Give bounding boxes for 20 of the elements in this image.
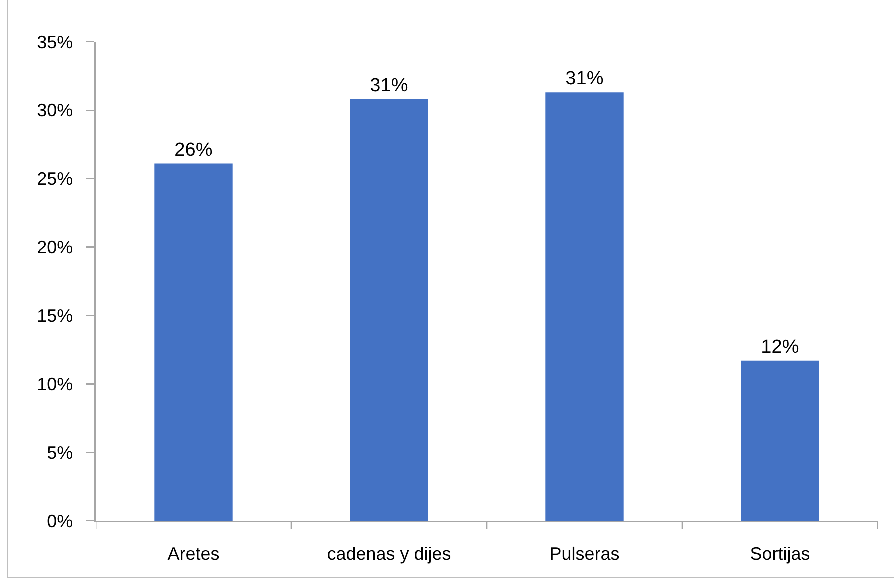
y-tick-label: 10% [37, 374, 74, 394]
y-tick-label: 35% [37, 32, 74, 52]
data-label: 31% [566, 68, 604, 90]
y-tick-label: 25% [37, 169, 74, 190]
x-tick-label: cadenas y dijes [327, 544, 452, 564]
x-tick-label: Aretes [168, 544, 220, 564]
bar [154, 164, 233, 521]
data-label: 31% [370, 75, 408, 96]
y-tick-label: 5% [47, 442, 74, 463]
x-tick-label: Sortijas [750, 544, 810, 564]
y-tick-label: 0% [47, 511, 74, 532]
bar [546, 92, 624, 521]
y-tick-label: 15% [37, 306, 74, 326]
bar [350, 99, 428, 521]
y-tick-label: 20% [37, 238, 74, 258]
data-label: 26% [174, 140, 213, 161]
x-tick-label: Pulseras [550, 544, 620, 564]
bar [741, 360, 820, 521]
data-label: 12% [761, 336, 800, 358]
y-tick-label: 30% [37, 100, 74, 121]
